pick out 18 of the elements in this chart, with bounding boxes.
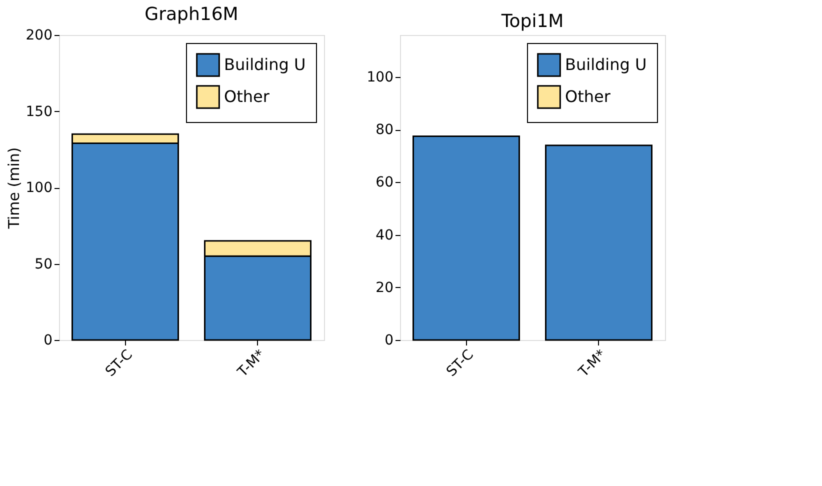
legend-label: Building U bbox=[565, 55, 647, 74]
y-tick-label: 40 bbox=[376, 227, 394, 244]
legend-label: Building U bbox=[224, 55, 306, 74]
chart-title: Topi1M bbox=[500, 11, 564, 32]
y-tick-label: 20 bbox=[376, 280, 394, 296]
y-tick-label: 100 bbox=[366, 70, 394, 86]
legend-label: Other bbox=[565, 87, 611, 106]
chart-title: Graph16M bbox=[144, 4, 238, 25]
y-tick-label: 150 bbox=[26, 104, 52, 120]
y-tick-label: 0 bbox=[384, 332, 394, 348]
y-tick-label: 0 bbox=[44, 332, 52, 348]
y-tick-label: 50 bbox=[34, 256, 52, 272]
y-tick-label: 60 bbox=[376, 174, 394, 191]
legend-label: Other bbox=[224, 87, 270, 106]
y-tick-label: 200 bbox=[26, 28, 52, 44]
y-tick-label: 80 bbox=[376, 122, 394, 138]
y-tick-label: 100 bbox=[26, 180, 52, 196]
y-axis-title: Time (min) bbox=[4, 147, 23, 230]
